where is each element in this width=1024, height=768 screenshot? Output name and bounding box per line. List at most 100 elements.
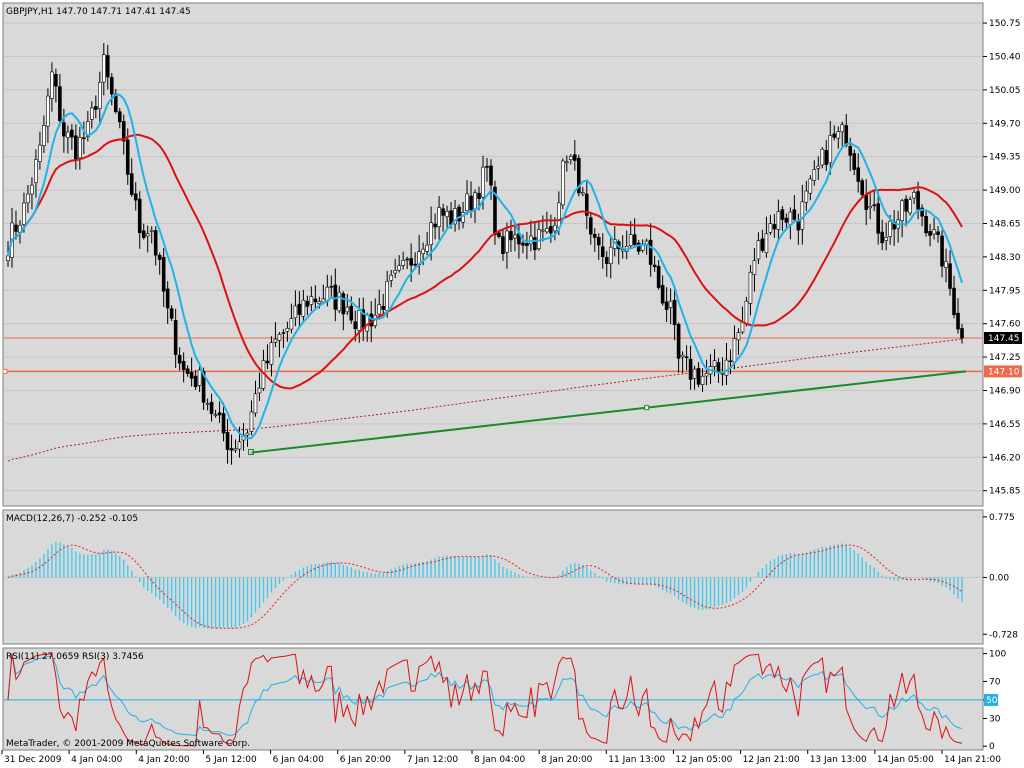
trendline-group[interactable] <box>247 370 967 456</box>
candle-body <box>485 166 489 168</box>
macd-pane[interactable]: MACD(12,26,7) -0.252 -0.105 0.775 0.00 -0.… <box>2 509 1018 645</box>
candle-body <box>688 358 693 380</box>
candle-body <box>828 135 833 164</box>
ma-long-line <box>7 338 963 462</box>
time-tick-label: 13 Jan 13:00 <box>810 755 867 765</box>
candle-body <box>724 359 729 376</box>
price-plot-area[interactable] <box>2 2 984 507</box>
candle-body <box>145 233 150 237</box>
candle-body <box>481 166 485 198</box>
candle-body <box>860 180 865 196</box>
candle-body <box>756 240 761 260</box>
candle-body <box>98 82 102 110</box>
time-tick-label: 11 Jan 13:00 <box>608 755 665 765</box>
candle-body <box>341 293 346 315</box>
price-tick-label: 146.90 <box>989 386 1021 396</box>
price-tick-label: 147.60 <box>989 320 1021 330</box>
candle-body <box>497 232 501 237</box>
candle-body <box>696 368 701 385</box>
candle-body <box>389 274 393 281</box>
rsi-pane[interactable]: RSI(11) 27.0659 RSI(3) 3.7456 MetaTrader… <box>2 647 1006 752</box>
candle-body <box>329 285 334 288</box>
price-tick-label: 148.65 <box>989 219 1021 229</box>
candle-body <box>54 73 58 87</box>
rsi-tick-label: 0 <box>989 742 995 752</box>
candle-body <box>928 231 932 236</box>
price-tick-label: 147.25 <box>989 353 1021 363</box>
candle-body <box>265 360 270 364</box>
macd-axis: 0.775 0.00 -0.728 <box>983 513 1018 640</box>
candle-body <box>229 448 234 451</box>
candle-body <box>429 222 433 245</box>
candle-body <box>672 299 677 326</box>
candle-body <box>932 229 936 235</box>
candle-body <box>768 223 773 233</box>
candle-body <box>509 231 513 241</box>
candle-body <box>956 312 960 330</box>
candle-body <box>233 448 238 451</box>
candle-body <box>385 281 390 311</box>
candle-body <box>856 167 861 182</box>
candle-body <box>393 270 397 274</box>
candle-body <box>78 137 82 159</box>
candle-body <box>720 373 725 375</box>
rsi-tick-label: 100 <box>989 650 1006 660</box>
ma-slow-line <box>7 133 963 390</box>
price-axis[interactable]: 150.75 150.40 150.05 149.70 149.35 149.00 148.… <box>983 19 1021 497</box>
candle-body <box>525 242 529 246</box>
candle-body <box>153 230 158 256</box>
candle-body <box>656 265 661 288</box>
candle-body <box>345 306 350 313</box>
level-price-box <box>984 332 1022 344</box>
candle-body <box>940 235 944 267</box>
candle-body <box>353 321 358 329</box>
horizontal-levels[interactable]: 147.45 147.10 <box>2 332 1022 378</box>
trendline <box>251 370 967 454</box>
candle-body <box>549 226 553 234</box>
candle-body <box>42 125 46 146</box>
macd-tick-label: 0.775 <box>989 513 1015 523</box>
candle-body <box>692 368 697 379</box>
candle-body <box>744 300 749 325</box>
candle-body <box>289 318 294 330</box>
candle-body <box>397 265 401 271</box>
candle-body <box>313 298 318 303</box>
candle-body <box>38 144 42 162</box>
candle-body <box>557 202 561 228</box>
candle-body <box>433 223 437 228</box>
candle-body <box>109 77 114 95</box>
price-tick-label: 150.05 <box>989 86 1021 96</box>
candle-body <box>421 248 425 254</box>
price-pane[interactable]: 147.45 147.10 GBPJPY,H1 147.70 147.71 147… <box>2 2 1022 507</box>
candle-body <box>848 146 853 156</box>
candle-body <box>70 129 74 138</box>
candle-body <box>161 257 166 292</box>
candle-body <box>169 308 174 319</box>
candle-body <box>449 210 453 225</box>
level-price-box <box>984 365 1022 378</box>
candle-body <box>90 107 94 120</box>
candle-body <box>648 239 653 265</box>
candle-body <box>193 375 198 388</box>
candle-body <box>133 193 138 201</box>
moving-averages <box>7 93 963 440</box>
candle-body <box>445 211 449 218</box>
time-axis[interactable]: 31 Dec 2009 4 Jan 04:00 4 Jan 20:00 5 Jan 1… <box>1 750 1001 765</box>
candle-body <box>501 236 505 255</box>
candle-body <box>209 401 214 415</box>
time-tick-label: 12 Jan 21:00 <box>743 755 800 765</box>
candle-body <box>780 209 785 220</box>
time-tick-label: 8 Jan 20:00 <box>541 755 593 765</box>
rsi-axis: 100 70 50 30 0 <box>983 650 1006 752</box>
rsi-title: RSI(11) 27.0659 RSI(3) 3.7456 <box>6 652 144 662</box>
candle-body <box>844 125 849 146</box>
candle-body <box>245 432 250 436</box>
candle-body <box>652 264 657 268</box>
candle-body <box>297 303 302 315</box>
candle-body <box>205 403 210 405</box>
ma-fast-line <box>7 93 963 440</box>
rsi-lines <box>7 653 963 747</box>
candle-body <box>129 173 134 195</box>
time-tick-label: 4 Jan 04:00 <box>71 755 123 765</box>
